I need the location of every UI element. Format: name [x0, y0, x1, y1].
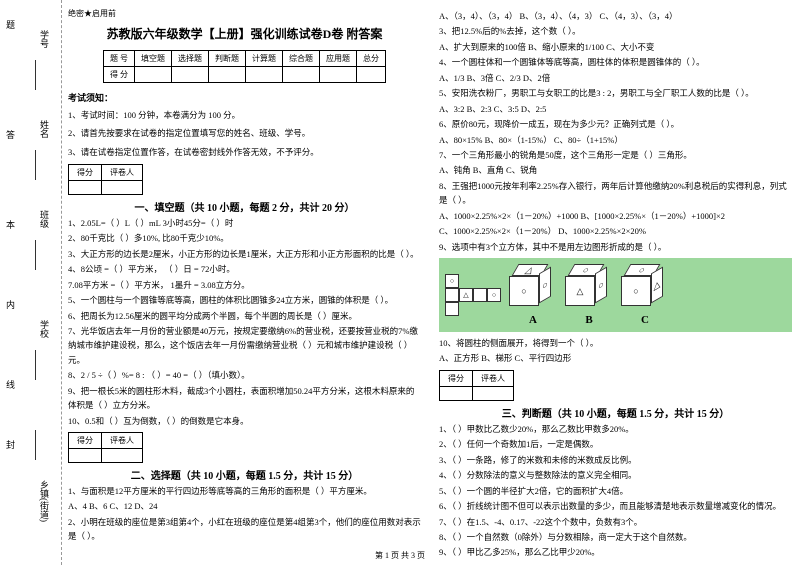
hcell: 填空题: [135, 51, 172, 67]
q: 8、王强把1000元按年利率2.25%存入银行，两年后计算他缴纳20%利息税后的…: [439, 179, 792, 208]
side-line: [35, 240, 36, 270]
hcell: 应用题: [320, 51, 357, 67]
q: 3、（ ）一条路，修了的米数和未修的米数成反比例。: [439, 453, 792, 467]
q: 3、大正方形的边长是2厘米，小正方形的边长是1厘米，大正方形和小正方形面积的比是…: [68, 247, 421, 261]
q: 4、（ ）分数除法的意义与整数除法的意义完全相同。: [439, 468, 792, 482]
q: C、1000×2.25%×2×（1－20%） D、1000×2.25%×2×20…: [439, 224, 792, 238]
section3-title: 三、判断题（共 10 小题，每题 1.5 分，共计 15 分）: [439, 405, 792, 420]
exam-title: 苏教版六年级数学【上册】强化训练试卷D卷 附答案: [68, 25, 421, 42]
q: A、1/3 B、3倍 C、2/3 D、2倍: [439, 71, 792, 85]
right-column: A、（3，4）、（3，4） B、（3，4）、（4，3） C、（4，3）、（3，4…: [439, 8, 792, 561]
notice-head: 考试须知：: [68, 91, 421, 104]
side-line: [35, 350, 36, 380]
q: 6、把周长为12.56厘米的圆平均分成两个半圆，每个半圆的周长是（ ）厘米。: [68, 309, 421, 323]
cube-c: ○ ○ △: [621, 264, 669, 312]
q: 10、0.5和（ ）互为倒数，（ ）的倒数是它本身。: [68, 414, 421, 428]
section1-title: 一、填空题（共 10 小题，每题 2 分，共计 20 分）: [68, 199, 421, 214]
q: 2、80千克比（ ）多10%, 比80千克少10%。: [68, 231, 421, 245]
q: 5、一个圆柱与一个圆锥等底等高，圆柱的体积比圆锥多24立方米，圆锥的体积是（ ）…: [68, 293, 421, 307]
section-score-box: 得分评卷人: [439, 370, 514, 401]
q: A、（3，4）、（3，4） B、（3，4）、（4，3） C、（4，3）、（3，4…: [439, 9, 792, 23]
q: A、3:2 B、2:3 C、3:5 D、2:5: [439, 102, 792, 116]
q: 9、把一根长5米的圆柱形木料，截成3个小圆柱，表面积增加50.24平方分米，这根…: [68, 384, 421, 413]
side-char: 线: [4, 380, 17, 389]
side-char: 内: [4, 300, 17, 309]
hcell: 选择题: [172, 51, 209, 67]
q: 5、（ ）一个圆的半径扩大2倍，它的面积扩大4倍。: [439, 484, 792, 498]
cube-b: △ ○ ○: [565, 264, 613, 312]
q: A、钝角 B、直角 C、锐角: [439, 163, 792, 177]
q: A、正方形 B、梯形 C、平行四边形: [439, 351, 792, 365]
score-row-label: 得 分: [104, 67, 135, 83]
q: 4、一个圆柱体和一个圆锥体等底等高，圆柱体的体积是圆锥体的（ ）。: [439, 55, 792, 69]
cube-a-wrap: ○ △ ○ A: [509, 264, 557, 326]
side-label-stuid: 学号: [38, 30, 51, 48]
side-line: [35, 60, 36, 90]
q: A、扩大到原来的100倍 B、缩小原来的1/100 C、大小不变: [439, 40, 792, 54]
q: 5、安阳洗衣粉厂，男职工与女职工的比是3 : 2，男职工与全厂职工人数的比是（ …: [439, 86, 792, 100]
section-score-box: 得分评卷人: [68, 164, 143, 195]
q: 7、一个三角形最小的锐角是50度，这个三角形一定是（ ）三角形。: [439, 148, 792, 162]
page-footer: 第 1 页 共 3 页: [0, 550, 800, 561]
cube-b-wrap: △ ○ ○ B: [565, 264, 613, 326]
q: 1、2.05L=（ ）L（ ）mL 3小时45分=（ ）时: [68, 216, 421, 230]
q: 8、（ ）一个自然数（0除外）与分数相除，商一定大于这个自然数。: [439, 530, 792, 544]
side-char: 本: [4, 220, 17, 229]
hcell: 综合题: [283, 51, 320, 67]
q: 6、原价80元，现降价一成五，现在为多少元？正确列式是（ ）。: [439, 117, 792, 131]
notice-item: 2、请首先按要求在试卷的指定位置填写您的姓名、班级、学号。: [68, 126, 421, 141]
q: 10、将圆柱的侧面展开，将得到一个（ ）。: [439, 336, 792, 350]
side-char: 答: [4, 130, 17, 139]
q: 2、小明在班级的座位是第3组第4个，小红在班级的座位是第4组第3个，他们的座位用…: [68, 515, 421, 544]
q: 7.08平方米 =（ ）平方米， 1墨升 = 3.08立方分。: [68, 278, 421, 292]
q: A、4 B、6 C、12 D、24: [68, 499, 421, 513]
hcell: 总分: [357, 51, 386, 67]
cube-label-a: A: [509, 314, 557, 326]
side-label-class: 班级: [38, 210, 51, 228]
cube-net: ○ △ ○: [445, 274, 501, 316]
q: 3、把12.5%后的%去掉，这个数（ ）。: [439, 24, 792, 38]
cube-diagram-area: ○ △ ○ ○ △ ○ A △ ○: [439, 258, 792, 332]
q: 7、（ ）在1.5、-4、0.17、-22这个个数中，负数有3个。: [439, 515, 792, 529]
q: 1、（ ）甲数比乙数少20%，那么乙数比甲数多20%。: [439, 422, 792, 436]
q: 2、（ ）任何一个奇数加1后，一定是偶数。: [439, 437, 792, 451]
side-label-town: 乡镇(街道): [38, 480, 51, 522]
q: 7、光华饭店去年一月份的营业额是40万元，按规定要缴纳6%的营业税，还要按营业税…: [68, 324, 421, 367]
binding-sidebar: 学号 姓名 班级 学校 乡镇(街道) 题 答 本 内 线 封: [0, 0, 62, 565]
cube-label-b: B: [565, 314, 613, 326]
q: 6、（ ）折线统计图不但可以表示出数量的多少，而且能够清楚地表示数量增减变化的情…: [439, 499, 792, 513]
side-char: 题: [4, 20, 17, 29]
hcell: 判断题: [209, 51, 246, 67]
secret-label: 绝密★启用前: [68, 8, 421, 19]
side-char: 封: [4, 440, 17, 449]
main-content: 绝密★启用前 苏教版六年级数学【上册】强化训练试卷D卷 附答案 题 号 填空题 …: [68, 8, 792, 561]
left-column: 绝密★启用前 苏教版六年级数学【上册】强化训练试卷D卷 附答案 题 号 填空题 …: [68, 8, 421, 561]
side-line: [35, 150, 36, 180]
hcell: 计算题: [246, 51, 283, 67]
q: 1、与面积是12平方厘米的平行四边形等底等高的三角形的面积是（ ）平方厘米。: [68, 484, 421, 498]
notice-item: 3、请在试卷指定位置作答，在试卷密封线外作答无效，不予评分。: [68, 145, 421, 160]
notice-item: 1、考试时间：100 分钟，本卷满分为 100 分。: [68, 108, 421, 123]
cube-c-wrap: ○ ○ △ C: [621, 264, 669, 326]
side-line: [35, 430, 36, 460]
side-label-name: 姓名: [38, 120, 51, 138]
q: A、1000×2.25%×2×（1－20%）+1000 B、[1000×2.25…: [439, 209, 792, 223]
cube-a: ○ △ ○: [509, 264, 557, 312]
hcell: 题 号: [104, 51, 135, 67]
section-score-box: 得分评卷人: [68, 432, 143, 463]
cube-label-c: C: [621, 314, 669, 326]
q: 9、选项中有3个立方体，其中不是用左边图形折成的是（ ）。: [439, 240, 792, 254]
side-label-school: 学校: [38, 320, 51, 338]
q: A、80×15% B、80×（1-15%） C、80÷（1+15%）: [439, 133, 792, 147]
score-summary-table: 题 号 填空题 选择题 判断题 计算题 综合题 应用题 总分 得 分: [103, 50, 386, 83]
q: 8、2 / 5 ÷（ ）%= 8 : （ ）= 40 =（ ）（填小数）。: [68, 368, 421, 382]
section2-title: 二、选择题（共 10 小题，每题 1.5 分，共计 15 分）: [68, 467, 421, 482]
q: 4、8公顷 =（ ）平方米， （ ）日 = 72小时。: [68, 262, 421, 276]
